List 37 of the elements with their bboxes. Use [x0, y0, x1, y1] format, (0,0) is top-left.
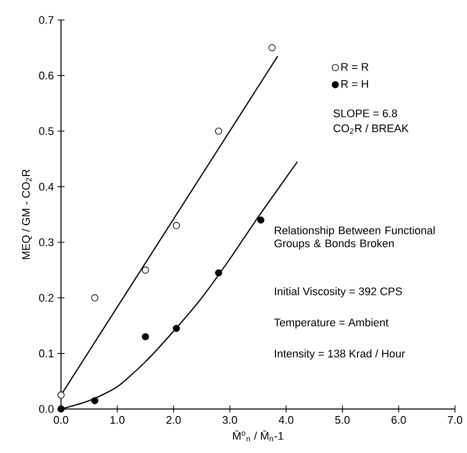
annotation: CO$_{2}$R / BREAK [334, 124, 409, 134]
legend-label: R = R [341, 63, 368, 71]
x-tick-label: 5.0 [335, 416, 350, 424]
point [172, 324, 180, 332]
y-axis-title: MEQ / GM - CO$_{2}$R [22, 170, 32, 260]
y-tick-label: 0.2 [39, 294, 54, 302]
point [268, 44, 276, 52]
point [172, 222, 180, 230]
point [215, 269, 222, 276]
point [91, 397, 98, 404]
y-tick-label: 0.3 [39, 238, 54, 246]
y-tick-label: 0.1 [39, 350, 54, 358]
x-tick-label: 1.0 [110, 416, 124, 424]
annotation: Intensity = 138 Krad / Hour [274, 349, 405, 360]
x-tick-label: 3.0 [222, 416, 238, 424]
y-tick-label: 0.0 [39, 405, 54, 413]
y-tick-label: 0.7 [39, 16, 54, 24]
x-tick-label: 7.0 [448, 416, 462, 424]
y-tick-label: 0.5 [39, 127, 54, 136]
y-tick-label: 0.6 [39, 72, 54, 80]
legend-label: R = H [341, 80, 368, 88]
point [91, 294, 98, 302]
x-tick-label: 0.0 [54, 416, 68, 424]
annotation: Relationship Between Functional Groups & Bonds Broken [274, 226, 435, 250]
x-tick-label: 6.0 [392, 416, 406, 424]
x-tick-label: 4.0 [278, 416, 294, 424]
point [142, 333, 149, 340]
point [142, 266, 149, 274]
point [257, 216, 264, 224]
x-axis-title: M̄$^{o}$$_{n}$ / M̄$_{n}$-1 [233, 430, 284, 442]
point [215, 128, 222, 135]
point [57, 392, 65, 399]
annotation: Temperature = Ambient [274, 318, 388, 329]
annotation: Initial Viscosity = 392 CPS [274, 287, 402, 298]
x-tick-label: 2.0 [166, 416, 181, 424]
y-tick-label: 0.4 [39, 182, 54, 191]
annotation: SLOPE = 6.8 [334, 109, 398, 118]
